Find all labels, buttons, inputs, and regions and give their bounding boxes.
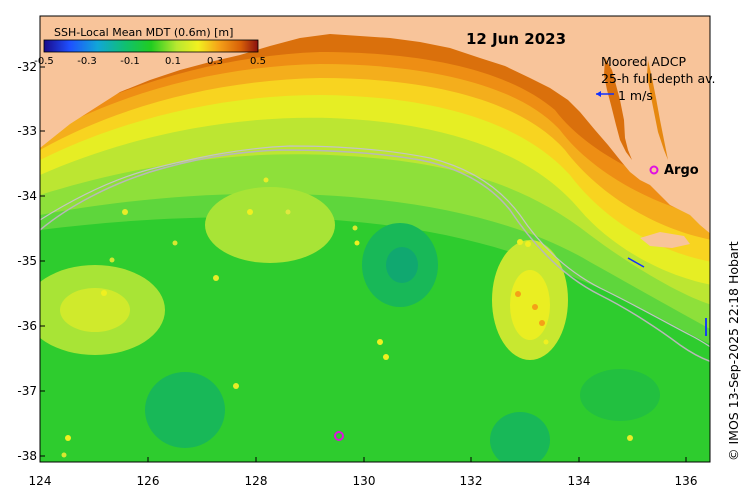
- map-date: 12 Jun 2023: [466, 30, 567, 48]
- colorbar-title: SSH-Local Mean MDT (0.6m) [m]: [54, 26, 234, 39]
- colorbar-tick-label: -0.5: [34, 56, 54, 67]
- isobath-200: [40, 149, 710, 363]
- credit-text: © IMOS 13-Sep-2025 22:18 Hobart: [726, 241, 741, 461]
- x-tick-label: 136: [674, 474, 698, 488]
- colorbar-tick-label: 0.1: [165, 56, 181, 67]
- adcp-arrow: [627, 257, 645, 268]
- axis-ticks: [39, 66, 687, 462]
- y-tick-label: -36: [17, 319, 37, 333]
- adcp-legend-subtitle: 25-h full-depth av.: [601, 71, 716, 86]
- y-tick-label: -38: [17, 449, 37, 463]
- colorbar-tick-label: 0.5: [250, 56, 266, 67]
- y-tick-label: -35: [17, 254, 37, 268]
- x-tick-label: 130: [352, 474, 376, 488]
- x-tick-label: 132: [459, 474, 483, 488]
- argo-legend-label: Argo: [664, 163, 699, 178]
- isobath-2000: [40, 145, 710, 348]
- y-tick-label: -34: [17, 189, 37, 203]
- x-tick-label: 134: [567, 474, 591, 488]
- adcp-legend-scale: 1 m/s: [618, 88, 653, 103]
- kangaroo-island: [640, 232, 690, 248]
- colorbar-tick-label: 0.3: [207, 56, 223, 67]
- land: [40, 16, 710, 234]
- y-tick-label: -33: [17, 124, 37, 138]
- gulf-st-vincent: [647, 60, 668, 160]
- adcp-legend-title: Moored ADCP: [601, 54, 686, 69]
- colorbar-tick-label: -0.3: [77, 56, 97, 67]
- x-tick-label: 128: [244, 474, 268, 488]
- x-tick-label: 126: [136, 474, 160, 488]
- colorbar-tick-label: -0.1: [120, 56, 140, 67]
- x-tick-label: 124: [28, 474, 52, 488]
- spencer-gulf: [604, 58, 632, 160]
- cold-core-2: [145, 372, 225, 448]
- eddy-north: [205, 187, 335, 263]
- ssh-field: [40, 16, 710, 462]
- y-tick-label: -32: [17, 60, 37, 74]
- y-tick-label: -37: [17, 384, 37, 398]
- argo-legend-marker: [649, 165, 659, 175]
- colorbar: [43, 39, 259, 53]
- argo-float: [334, 431, 344, 441]
